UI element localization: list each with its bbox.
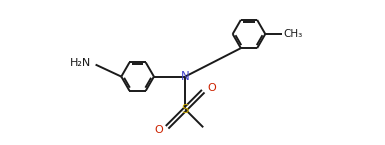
Text: O: O [154, 125, 163, 135]
Text: O: O [208, 83, 216, 93]
Text: S: S [181, 103, 189, 116]
Text: CH₃: CH₃ [284, 29, 303, 39]
Text: H₂N: H₂N [70, 58, 91, 68]
Text: N: N [181, 70, 189, 83]
